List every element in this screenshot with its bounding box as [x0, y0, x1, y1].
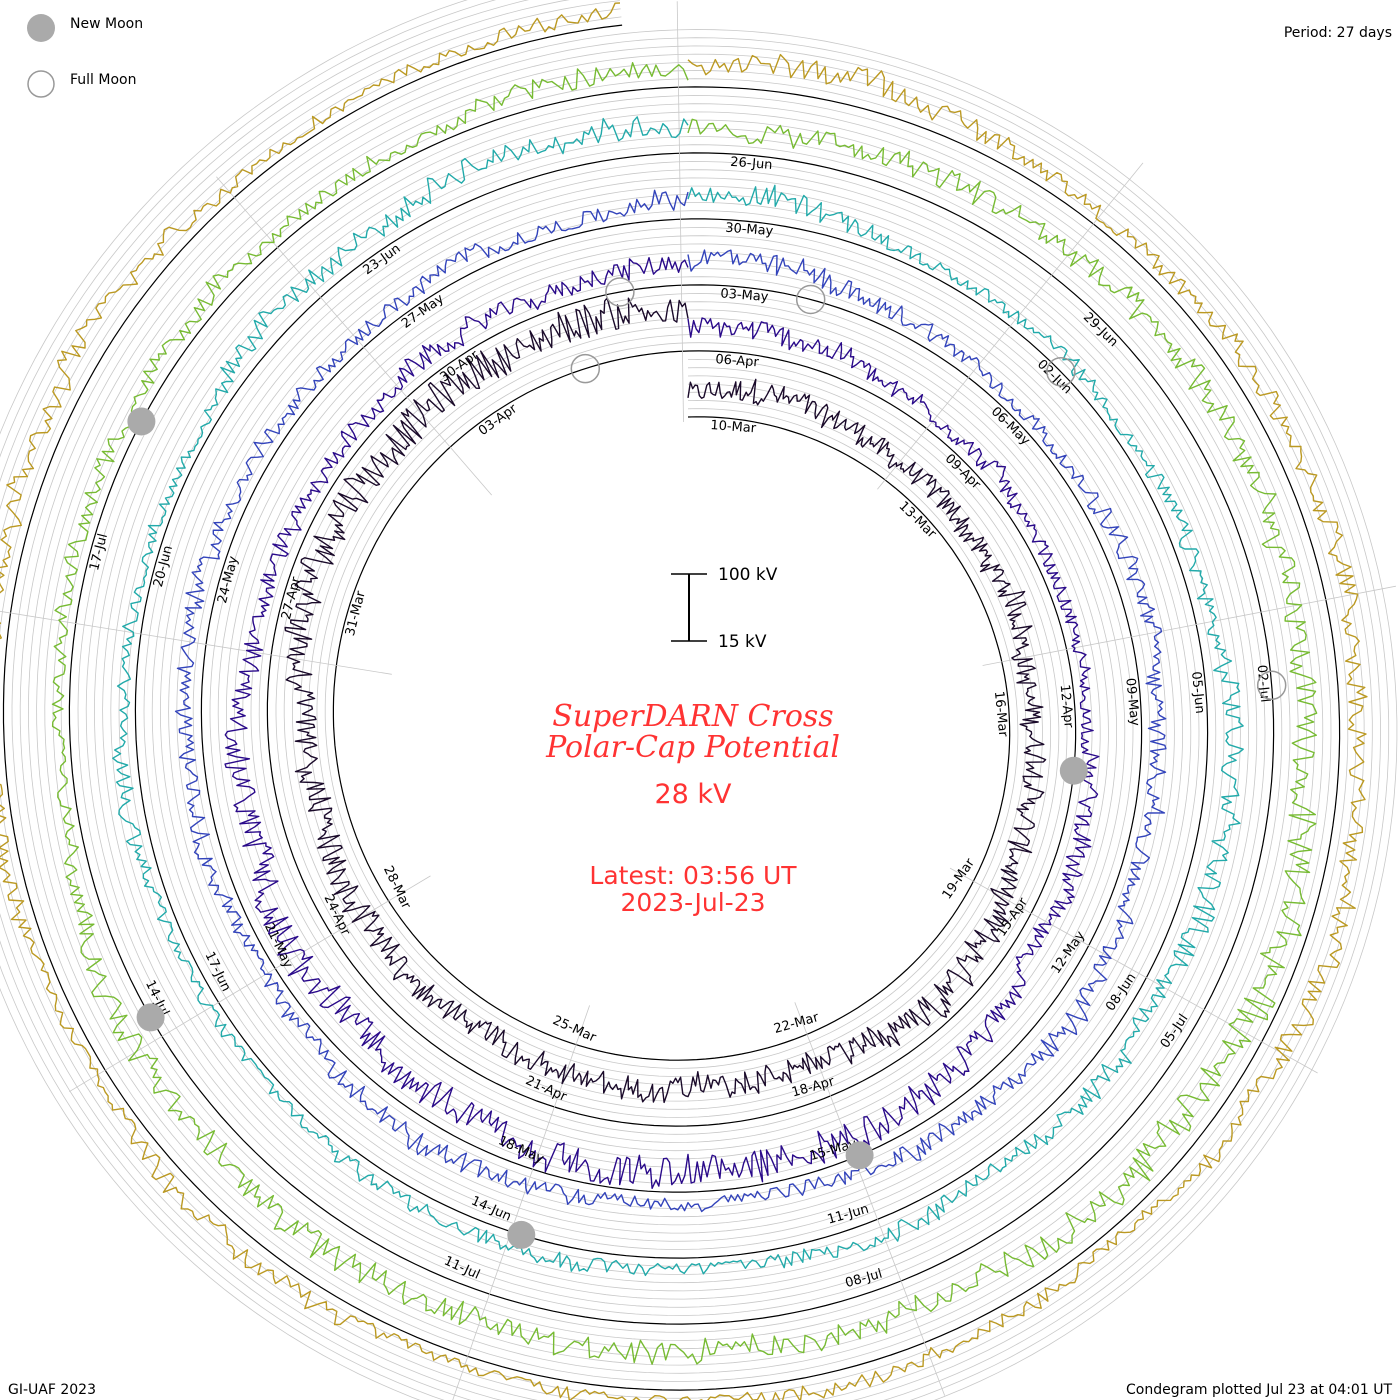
period-spoke [949, 867, 1318, 1074]
date-label: 03-May [720, 286, 769, 305]
latest-date: 2023-Jul-23 [620, 888, 765, 917]
date-label: 09-Apr [942, 451, 984, 493]
data-series [0, 2, 1368, 1400]
date-label: 19-Mar [940, 855, 979, 902]
date-label: 13-Mar [896, 499, 940, 542]
date-label: 02-Jun [1034, 357, 1075, 397]
new-moon-legend-label: New Moon [70, 16, 143, 32]
series-cycle-6 [0, 2, 1368, 1400]
date-label: 09-May [1122, 677, 1142, 727]
footer-credit: GI-UAF 2023 [8, 1382, 96, 1398]
center-title-line1: SuperDARN Cross [552, 699, 833, 734]
series-cycle-4 [112, 116, 1244, 1277]
scale-bar-bottom-label: 15 kV [718, 632, 767, 652]
series-cycle-3 [174, 189, 1167, 1213]
latest-time: Latest: 03:56 UT [589, 861, 797, 890]
period-spoke [216, 176, 493, 496]
full-moon-marker [570, 353, 601, 384]
moon-markers [127, 277, 1287, 1249]
new-moon-marker [127, 407, 156, 436]
full-moon-marker [605, 277, 635, 307]
footer-plot-time: Condegram plotted Jul 23 at 04:01 UT [1126, 1382, 1392, 1398]
date-label: 06-May [988, 404, 1033, 449]
date-label: 06-Apr [715, 352, 760, 370]
period-spoke [794, 1002, 946, 1396]
date-label: 27-May [399, 291, 447, 331]
date-label: 22-Mar [772, 1010, 821, 1037]
center-title-line2: Polar-Cap Potential [545, 730, 840, 765]
period-spoke [676, 1, 684, 423]
full-moon-marker [1256, 670, 1287, 701]
legend: New Moon Full Moon [27, 14, 143, 98]
period-label: Period: 27 days [1284, 25, 1392, 41]
full-moon-marker [795, 284, 826, 315]
date-label: 25-Mar [550, 1013, 598, 1046]
center-info: SuperDARN Cross Polar-Cap Potential 28 k… [545, 699, 840, 917]
date-label: 28-Mar [380, 864, 414, 912]
new-moon-marker [136, 1003, 165, 1032]
full-moon-legend-label: Full Moon [70, 72, 136, 88]
date-label: 26-Jun [730, 155, 773, 173]
series-cycle-1 [284, 297, 1047, 1104]
date-label: 08-Jul [844, 1267, 884, 1292]
date-label: 10-Mar [710, 418, 757, 436]
period-spoke [877, 162, 1144, 490]
period-spoke [982, 585, 1396, 666]
date-label: 12-Apr [1057, 684, 1076, 729]
current-value: 28 kV [654, 779, 732, 810]
full-moon-legend-icon [27, 70, 55, 98]
date-label: 02-Jul [1254, 664, 1273, 703]
new-moon-marker [507, 1220, 536, 1249]
date-label: 05-Jun [1188, 671, 1207, 715]
new-moon-legend-icon [27, 14, 55, 42]
series-cycle-5 [51, 62, 1318, 1365]
period-spoke [452, 1005, 590, 1400]
new-moon-marker [1059, 756, 1088, 785]
scale-bar-top-label: 100 kV [718, 565, 778, 585]
date-label: 24-Apr [320, 892, 353, 938]
date-label: 30-May [725, 221, 774, 240]
period-spoke [0, 610, 392, 675]
full-moon-marker [1046, 357, 1076, 387]
date-label: 17-Jun [201, 949, 233, 994]
scale-bar: 100 kV 15 kV [671, 565, 778, 652]
series-cycle-2 [224, 256, 1100, 1189]
period-spoke [68, 875, 431, 1093]
date-label: 11-Jun [826, 1202, 871, 1228]
date-label: 12-May [1049, 928, 1089, 976]
new-moon-marker [845, 1141, 874, 1170]
date-label: 29-Jun [1080, 310, 1121, 350]
date-label: 16-Mar [991, 690, 1011, 738]
